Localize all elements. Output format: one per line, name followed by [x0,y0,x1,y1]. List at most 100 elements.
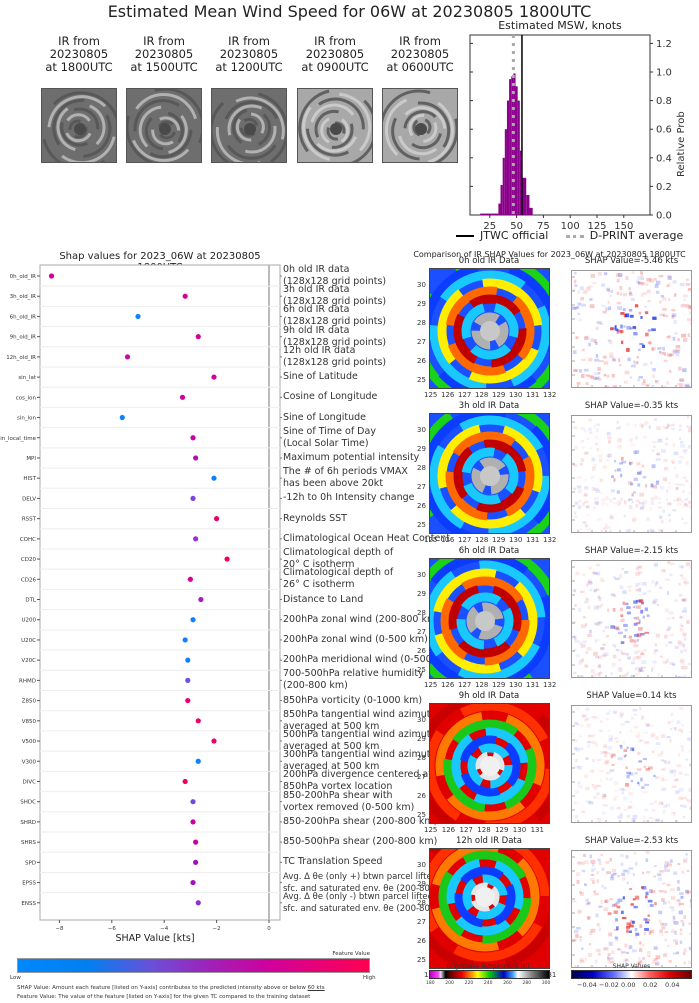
feature-description-line: Avg. Δ θe (only -) btwn parcel lifted fr… [283,891,456,902]
feature-description-line: 3h old IR data [283,284,350,296]
feature-description-line: 9h old IR data [283,324,350,336]
feature-description-line: 850hPa vorticity (0-1000 km) [283,694,423,706]
ir-xtick-label: 128 [475,391,489,399]
ir-thumbnail-image [297,88,373,163]
ir-panel-title: 6h old IR Data [458,546,520,556]
feature-description: 850-500hPa shear (200-800 km) [283,836,437,848]
ir-thumbnail-image [382,88,458,163]
brightness-temp-colorbar [429,970,550,979]
shap-point [185,677,191,683]
ir-xtick-label: 131 [526,681,540,689]
feature-description-line: 20° C isotherm [283,559,355,571]
feature-description: Climatological depth of 26° C isotherm [283,567,393,591]
feature-code-label: V850 [22,719,37,725]
shap-panel-title: SHAP Value=-2.53 kts [584,836,679,846]
ir-thumbnail-label: IR from 20230805 at 0600UTC [375,35,465,74]
label-line: at 1500UTC [130,60,198,74]
svg-text:0.0: 0.0 [656,211,672,222]
feature-description-line: Avg. Δ θe (only +) btwn parcel lifted fr… [283,871,460,882]
feature-code-label: V300 [22,759,37,765]
shap-point [195,718,201,724]
ir-brightness-image [429,703,550,824]
ir-colorbar-tick: 260 [503,981,512,986]
feature-description-line: averaged at 500 km [283,741,380,753]
ir-shap-heatmap [571,560,692,678]
feature-description: 500hPa tangential wind azimuthally averag… [283,729,453,753]
ir-thumbnail-image [126,88,202,163]
ir-thumbnail-image [41,88,117,163]
ir-xtick-label: 128 [477,826,491,834]
feature-description: 200hPa zonal wind (200-800 km) [283,614,440,626]
label-line: IR from [58,34,100,48]
feature-description: 850-200hPa shear with vortex removed (0-5… [283,790,414,814]
ir-shap-heatmap [571,415,692,533]
feature-description-line: sfc. and saturated env. θe (200-800 km) [283,883,455,894]
shap-point [198,596,204,603]
feature-description-line: 850hPa tangential wind azimuthally [283,708,454,720]
feature-description: Cosine of Longitude [283,391,377,403]
feature-code-label: cos_lon [16,395,37,401]
ir-ytick-label: 28 [417,609,426,617]
ir-ytick-label: 30 [417,861,426,869]
ir-shap-heatmap [571,850,692,968]
feature-code-label: HIST [23,476,36,482]
ir-xtick-label: 131 [526,391,540,399]
feature-code-label: U200 [21,618,36,624]
ir-xtick-label: 132 [543,391,557,399]
shap-point [190,819,196,825]
feature-description-line: 200hPa meridional wind (0-500 km) [283,654,454,666]
feature-description: Climatological depth of 20° C isotherm [283,547,393,571]
ir-ytick-label: 26 [417,937,426,945]
feature-description: 6h old IR data (128x128 grid points) [283,304,386,328]
ir-xtick-label: 128 [475,536,489,544]
ir-xtick-label: 126 [441,536,455,544]
ir-ytick-label: 26 [417,647,426,655]
feature-description-line: 200hPa divergence centered at [283,769,432,781]
ir-ytick-label: 26 [417,792,426,800]
ir-xtick-label: 128 [475,681,489,689]
ir-colorbar-tick: 300 [541,981,551,986]
ir-shap-heatmap [571,705,692,823]
shap-point [211,475,217,481]
feature-description: Sine of Latitude [283,371,358,383]
svg-text:−2: −2 [213,926,221,932]
svg-text:125: 125 [587,221,606,232]
feature-code-label: CD20 [21,557,37,563]
shap-point [182,778,188,785]
feature-description: Climatological Ocean Heat Content [283,533,450,545]
shap-point [193,839,199,845]
feature-code-label: V500 [22,739,37,745]
label-line: 20230805 [134,47,194,61]
ir-xtick-label: 129 [492,391,506,399]
feature-description: 200hPa zonal wind (0-500 km) [283,634,428,646]
feature-description: Sine of Time of Day (Local Solar Time) [283,426,376,450]
ir-thumbnail-label: IR from 20230805 at 0900UTC [290,35,380,74]
feature-code-label: sin_local_time [0,436,37,442]
ir-xtick-label: 126 [441,391,455,399]
shap-point [182,637,188,643]
shap-point [195,334,201,340]
feature-description-line: 500hPa tangential wind azimuthally [283,729,454,741]
ir-xtick-label: 130 [512,826,527,834]
feature-code-label: 6h_old_IR [10,314,36,320]
feature-description: 12h old IR data (128x128 grid points) [283,345,386,369]
ir-ytick-label: 25 [417,811,426,819]
msw-histogram: 25 50 75 100 125 150 0.0 0.2 0.4 0.6 0.8 1.0 1.2 [469,34,672,232]
ir-ytick-label: 29 [417,735,426,743]
feature-description-line: Sine of Longitude [283,411,366,423]
feature-code-label: RSST [22,517,37,523]
ir-compare-title: Comparison of IR SHAP Values for 2023_06… [413,250,686,259]
feature-description-line: Sine of Time of Day [283,425,376,437]
ir-brightness-image [429,848,550,969]
feature-description-line: 850-500hPa shear (200-800 km) [283,836,438,848]
feature-code-label: 12h_old_IR [6,355,36,361]
ir-brightness-image [429,413,550,534]
shap-panel-title: SHAP Value=-5.46 kts [584,256,679,266]
label-line: at 1800UTC [45,60,113,74]
feature-code-label: 9h_old_IR [10,335,36,341]
feature-code-label: RHMD [19,678,36,684]
feature-description: TC Translation Speed [283,856,382,868]
shap-panel-title: SHAP Value=-2.15 kts [584,546,679,556]
feature-description-line: TC Translation Speed [283,856,383,868]
note1-link[interactable]: 60 kts [307,985,325,991]
